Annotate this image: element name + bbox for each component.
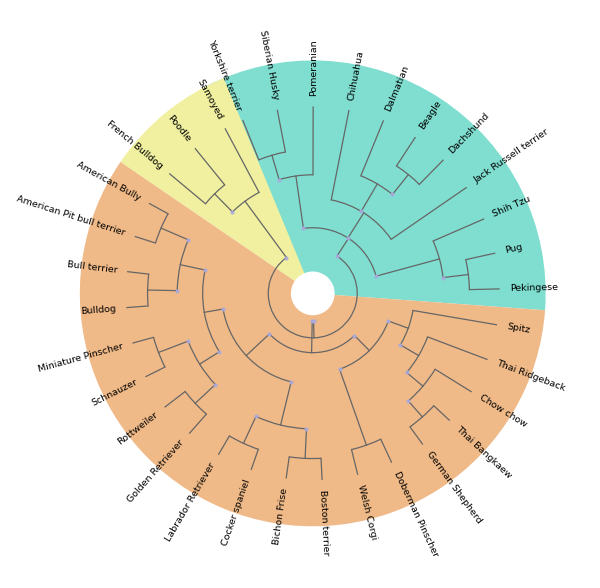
Text: Dachshund: Dachshund	[447, 111, 491, 156]
Text: Dalmatian: Dalmatian	[383, 64, 410, 113]
Text: French Bulldog: French Bulldog	[105, 119, 164, 171]
Text: Thai Bangkaew: Thai Bangkaew	[454, 424, 513, 480]
Text: Beagle: Beagle	[417, 99, 443, 131]
Text: Pomeranian: Pomeranian	[308, 40, 318, 96]
Text: Samoyed: Samoyed	[196, 78, 224, 122]
Text: Rottweiler: Rottweiler	[116, 410, 160, 446]
Text: Chow chow: Chow chow	[478, 393, 528, 429]
Text: Spitz: Spitz	[506, 322, 530, 335]
Text: Labrador Retriever: Labrador Retriever	[164, 461, 217, 543]
Text: Golden Retriever: Golden Retriever	[126, 438, 186, 505]
Wedge shape	[80, 162, 545, 526]
Text: Siberian Husky: Siberian Husky	[257, 30, 280, 101]
Text: Boston terrier: Boston terrier	[318, 490, 331, 556]
Text: Doberman Pinscher: Doberman Pinscher	[392, 470, 439, 558]
Text: Yorkshire terrier: Yorkshire terrier	[206, 39, 243, 112]
Text: American Pit bull terrier: American Pit bull terrier	[16, 195, 127, 238]
Text: Jack Russell terrier: Jack Russell terrier	[472, 128, 551, 185]
Circle shape	[292, 272, 334, 315]
Text: Schnauzer: Schnauzer	[90, 377, 139, 407]
Text: Pekingese: Pekingese	[509, 283, 558, 293]
Text: Welsh Corgi: Welsh Corgi	[356, 483, 378, 540]
Text: American Bully: American Bully	[75, 160, 142, 202]
Text: Miniature Pinscher: Miniature Pinscher	[37, 342, 124, 373]
Wedge shape	[205, 61, 545, 310]
Text: German Shepherd: German Shepherd	[425, 450, 484, 525]
Text: Poodle: Poodle	[166, 113, 192, 143]
Wedge shape	[121, 78, 313, 293]
Text: Pug: Pug	[504, 243, 523, 255]
Text: Thai Ridgeback: Thai Ridgeback	[496, 359, 567, 393]
Text: Shih Tzu: Shih Tzu	[491, 195, 532, 219]
Text: Chihuahua: Chihuahua	[347, 49, 365, 101]
Text: Cocker spaniel: Cocker spaniel	[221, 478, 252, 546]
Text: Bulldog: Bulldog	[81, 304, 117, 316]
Text: Bichon Frise: Bichon Frise	[272, 487, 289, 546]
Text: Bull terrier: Bull terrier	[67, 260, 118, 275]
